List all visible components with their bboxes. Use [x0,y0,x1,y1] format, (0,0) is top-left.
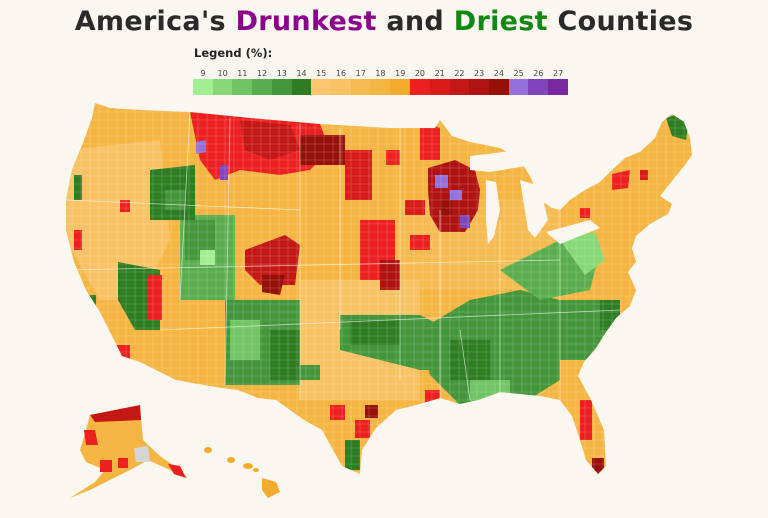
legend-label: 17 [355,69,366,78]
legend-swatch [429,79,450,95]
legend-label: 11 [237,69,248,78]
legend-swatch [528,79,549,95]
legend-swatch [331,79,351,95]
legend-title: Legend (%): [194,46,273,60]
alaska [70,405,188,498]
legend-labels: 9 10 11 12 13 14 15 16 17 18 19 20 21 22 23 24 25 26 27 [193,69,568,78]
legend-swatch [449,79,470,95]
legend-color-bar [193,79,568,95]
legend-swatch [271,79,292,95]
page-title: America's Drunkest and Driest Counties [0,6,768,37]
legend-swatch [370,79,391,95]
legend-swatch [212,79,233,95]
legend-swatch [508,79,529,95]
legend-label: 10 [217,69,228,78]
legend-swatch [390,79,411,95]
legend-swatch [232,79,253,95]
legend-swatch [193,79,213,95]
legend-swatch [311,79,332,95]
legend-label: 21 [434,69,445,78]
legend-label: 14 [296,69,307,78]
state-borders [65,111,621,401]
legend-label: 27 [552,69,564,78]
title-driest: Driest [453,6,548,37]
legend-label: 13 [276,69,287,78]
legend-swatch [489,79,509,95]
title-drunkest: Drunkest [235,6,377,37]
legend-swatch [410,79,430,95]
legend-swatch [350,79,371,95]
legend-label: 9 [200,69,206,78]
title-part3: Counties [547,6,694,37]
hawaii [204,447,280,498]
legend-label: 22 [454,69,465,78]
title-part2: and [376,6,454,37]
legend-label: 26 [533,69,544,78]
legend-swatch [548,79,568,95]
great-lakes [470,150,600,244]
legend-label: 23 [474,69,485,78]
legend-label: 25 [513,69,524,78]
legend-swatch [469,79,490,95]
legend-label: 24 [493,69,504,78]
legend: Legend (%): 9 10 11 12 13 14 15 16 17 18 19 20 21 22 2… [193,46,568,95]
title-part1: America's [74,6,236,37]
legend-label: 19 [395,69,406,78]
legend-swatch [252,79,272,95]
legend-label: 16 [335,69,347,78]
legend-label: 15 [316,69,327,78]
legend-label: 12 [256,69,268,78]
legend-swatch [291,79,312,95]
legend-label: 20 [414,69,426,78]
legend-label: 18 [375,69,386,78]
